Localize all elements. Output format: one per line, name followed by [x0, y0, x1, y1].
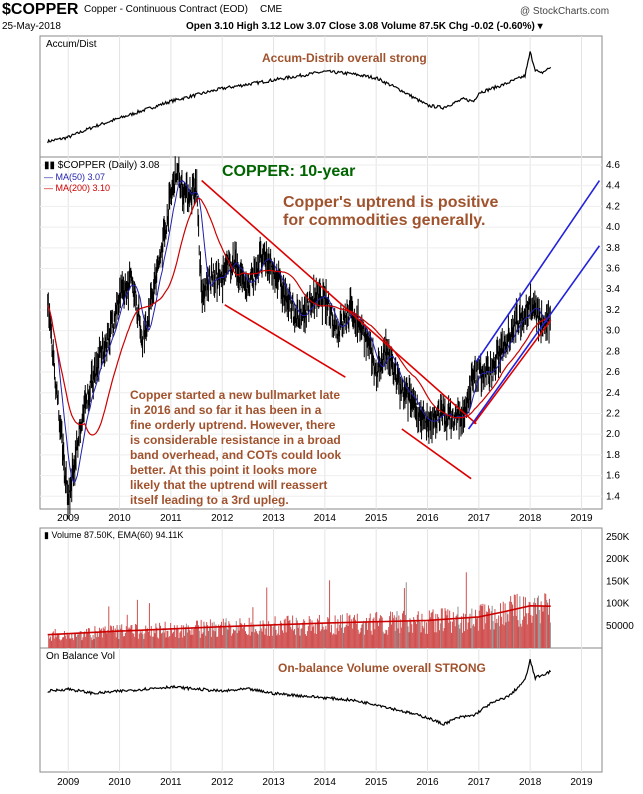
accum-dist-annotation: Accum-Distrib overall strong [262, 51, 427, 65]
y-tick-label: 150K [606, 576, 630, 587]
x-tick-label: 2014 [314, 513, 337, 524]
ma50-line [47, 179, 551, 483]
accum-dist-line [47, 51, 552, 144]
y-tick-label: 2.6 [606, 367, 620, 378]
quote-line: Open 3.10 High 3.12 Low 3.07 Close 3.08 … [186, 21, 543, 32]
accum-dist-label: Accum/Dist [46, 39, 97, 50]
volume-ema-line [47, 604, 551, 636]
price-title: COPPER: 10-year [222, 163, 356, 180]
x-tick-label: 2015 [365, 777, 388, 788]
x-tick-label: 2014 [314, 777, 337, 788]
commentary-line: in 2016 and so far it has been in a [130, 403, 322, 417]
uptrend-lower-line [467, 245, 601, 430]
x-tick-label: 2019 [570, 777, 593, 788]
commentary-line: likely that the uptrend will reassert [130, 478, 328, 492]
trend-layer [201, 179, 601, 480]
x-tick-label: 2012 [211, 513, 234, 524]
y-tick-label: 4.6 [606, 160, 620, 171]
series-layer [47, 51, 552, 726]
commentary-line: Copper started a new bullmarket late [130, 388, 341, 402]
y-tick-label: 3.6 [606, 264, 620, 275]
price-legend-main: ▮▮ $COPPER (Daily) 3.08 [44, 160, 160, 171]
y-tick-label: 3.2 [606, 305, 620, 316]
y-tick-label: 2.2 [606, 408, 620, 419]
y-tick-label: 250K [606, 532, 630, 543]
accum-dist-panel [39, 35, 603, 158]
obv-panel [39, 647, 603, 773]
y-tick-label: 1.4 [606, 491, 620, 502]
downtrend-lower-line [401, 428, 472, 480]
downtrend-lower-line [224, 304, 346, 378]
y-tick-label: 100K [606, 599, 630, 610]
commentary-line: better. At this point it looks more [130, 463, 317, 477]
y-tick-label: 3.8 [606, 243, 620, 254]
chart-date: 25-May-2018 [2, 21, 61, 32]
uptrend-upper-line [475, 180, 601, 363]
x-tick-label: 2017 [468, 777, 491, 788]
x-tick-label: 2010 [108, 513, 131, 524]
chart-description: Copper - Continuous Contract (EOD) [84, 4, 248, 15]
y-tick-label: 2.8 [606, 346, 620, 357]
uptrend-support-line [473, 319, 552, 425]
price-legend-ma50: — MA(50) 3.07 [44, 172, 106, 182]
chart-exchange: CME [260, 4, 283, 15]
x-tick-label: 2012 [211, 777, 234, 788]
commentary-line: fine orderly uptrend. However, there [130, 418, 336, 432]
y-tick-label: 4.2 [606, 201, 620, 212]
x-tick-label: 2019 [570, 513, 593, 524]
y-tick-label: 4.0 [606, 222, 620, 233]
obv-line [47, 658, 552, 726]
y-tick-label: 1.8 [606, 450, 620, 461]
x-tick-label: 2010 [108, 777, 131, 788]
obv-label: On Balance Vol [46, 651, 115, 662]
label-layer: 2009 2009 2010 2010 2011 2011 2012 2012 2013 2013… [57, 160, 634, 788]
x-tick-label: 2011 [160, 777, 182, 788]
x-tick-label: 2011 [160, 513, 182, 524]
commentary-line: band overhead, and COTs could look [130, 448, 342, 462]
x-tick-label: 2015 [365, 513, 388, 524]
y-tick-label: 3.4 [606, 284, 620, 295]
volume-legend: ▮ Volume 87.50K, EMA(60) 94.11K [44, 530, 184, 540]
ma200-line [47, 197, 551, 436]
y-tick-label: 4.4 [606, 181, 620, 192]
commentary-line: is considerable resistance in a broad [130, 433, 341, 447]
x-tick-label: 2017 [468, 513, 491, 524]
y-tick-label: 50000 [606, 621, 634, 632]
y-tick-label: 2.4 [606, 388, 620, 399]
chart-symbol: $COPPER [2, 1, 79, 18]
x-tick-label: 2013 [262, 777, 285, 788]
obv-annotation: On-balance Volume overall STRONG [278, 661, 486, 675]
x-tick-label: 2018 [519, 777, 542, 788]
price-headline-line2: for commodities generally. [283, 212, 486, 229]
x-tick-label: 2016 [416, 777, 439, 788]
y-tick-label: 3.0 [606, 326, 620, 337]
grid-layer [40, 36, 602, 772]
price-legend-ma200: — MA(200) 3.10 [44, 183, 111, 193]
y-tick-label: 1.6 [606, 471, 620, 482]
y-tick-label: 200K [606, 554, 630, 565]
commentary-line: itself leading to a 3rd upleg. [130, 493, 289, 507]
downtrend-upper-line [201, 179, 477, 425]
price-headline-line1: Copper's uptrend is positive [283, 194, 499, 211]
price-commentary: Copper started a new bullmarket late in … [130, 388, 341, 508]
y-tick-label: 2.0 [606, 429, 620, 440]
chart-watermark: @ StockCharts.com [520, 6, 610, 17]
x-tick-label: 2009 [57, 777, 80, 788]
x-tick-label: 2013 [262, 513, 285, 524]
x-tick-label: 2009 [57, 513, 80, 524]
x-tick-label: 2016 [416, 513, 439, 524]
x-tick-label: 2018 [519, 513, 542, 524]
